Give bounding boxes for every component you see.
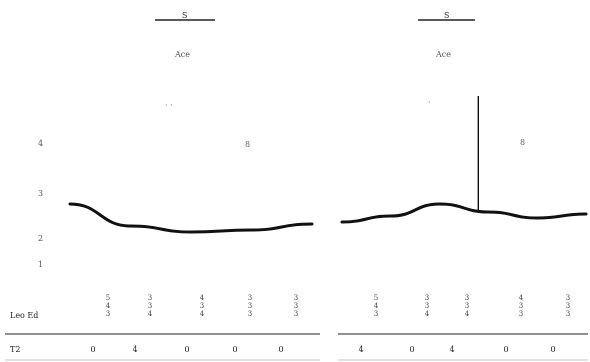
- panel-1-annotation-a: · ·: [165, 101, 173, 110]
- table-cell-row2-panel-1-col-4: 0: [232, 345, 237, 354]
- panel-2-subtitle: Ace: [435, 50, 451, 59]
- table-cell-row2-panel-1-col-2: 4: [132, 345, 137, 354]
- series-line-panel-2: [340, 202, 588, 224]
- panel-2-annotation-a: ·: [428, 98, 431, 107]
- panel-1: S Ace · · 8 4 3 2 1 Leo Ed T2: [5, 11, 320, 361]
- chart-marks: 5 4 3 3 3 4 4 3 4 3 3 3 3 3 3 0 4 0 0 0 5 4 3 3 3 4 3 3 4 4 3 3 3 3 3 4 0 4 0 0: [68, 96, 588, 354]
- legend-2-label: S: [444, 11, 449, 20]
- ytick-1-2: 2: [38, 234, 43, 243]
- table-cell-row2-panel-2-col-3: 4: [449, 345, 454, 354]
- series-line-panel-1: [68, 202, 314, 234]
- panel-1-row1-label: Leo Ed: [10, 311, 38, 320]
- legend-1-label: S: [182, 11, 187, 20]
- ytick-1-0: 4: [38, 139, 43, 148]
- panel-1-row2-label: T2: [10, 345, 20, 354]
- panel-2: S Ace · 8: [338, 11, 588, 361]
- table-cell-row2-panel-2-col-5: 0: [550, 345, 555, 354]
- table-cell-row2-panel-1-col-5: 0: [278, 345, 283, 354]
- ytick-1-3: 1: [38, 260, 43, 269]
- table-cell-row2-panel-1-col-3: 0: [184, 345, 189, 354]
- panel-2-annotation-b: 8: [520, 138, 525, 147]
- table-cell-row2-panel-1-col-1: 0: [90, 345, 95, 354]
- table-cell-row2-panel-2-col-2: 0: [409, 345, 414, 354]
- table-cell-row2-panel-2-col-4: 0: [503, 345, 508, 354]
- table-cell-row2-panel-2-col-1: 4: [358, 345, 363, 354]
- panel-1-subtitle: Ace: [174, 50, 190, 59]
- panel-1-annotation-b: 8: [245, 140, 250, 149]
- ytick-1-1: 3: [38, 189, 43, 198]
